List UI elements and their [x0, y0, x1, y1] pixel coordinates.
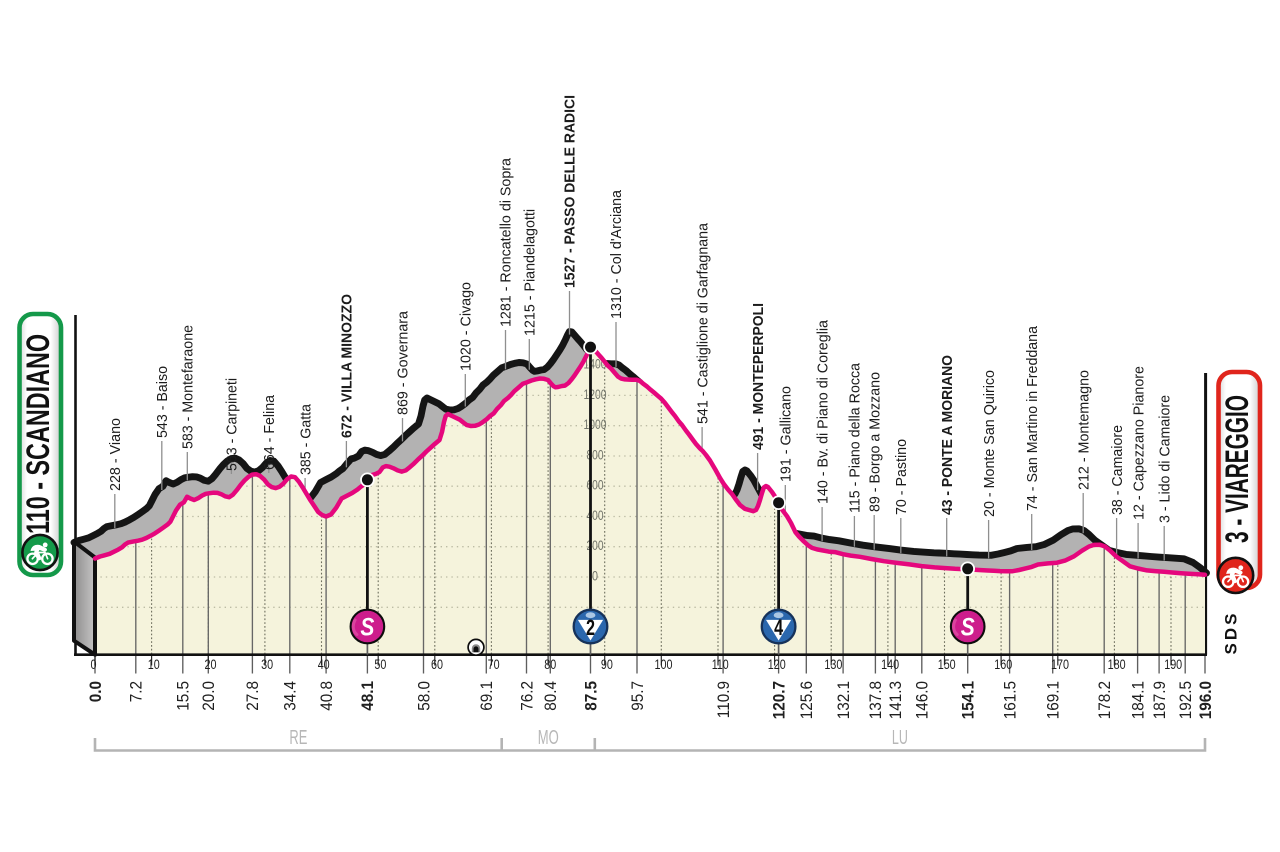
- svg-text:115 - Piano della Rocca: 115 - Piano della Rocca: [847, 362, 864, 513]
- svg-text:187.9: 187.9: [1150, 681, 1169, 719]
- svg-text:27.8: 27.8: [243, 681, 262, 711]
- svg-text:70: 70: [488, 657, 500, 672]
- svg-text:0: 0: [91, 657, 97, 672]
- svg-text:10: 10: [148, 657, 160, 672]
- svg-text:34.4: 34.4: [281, 681, 300, 711]
- svg-text:160: 160: [994, 657, 1012, 672]
- svg-text:543 - Baiso: 543 - Baiso: [154, 366, 171, 438]
- svg-text:1215 - Piandelagotti: 1215 - Piandelagotti: [522, 209, 539, 336]
- svg-text:95.7: 95.7: [628, 681, 647, 711]
- svg-text:87.5: 87.5: [581, 681, 600, 711]
- svg-text:20: 20: [205, 657, 217, 672]
- svg-text:89 - Borgo a Mozzano: 89 - Borgo a Mozzano: [866, 372, 883, 512]
- svg-text:385 - Gatta: 385 - Gatta: [297, 403, 314, 475]
- svg-text:212 - Montemagno: 212 - Montemagno: [1075, 370, 1092, 490]
- svg-text:563 - Carpineti: 563 - Carpineti: [224, 378, 241, 471]
- svg-text:150: 150: [938, 657, 956, 672]
- svg-text:672 - VILLA MINOZZO: 672 - VILLA MINOZZO: [339, 294, 356, 438]
- svg-text:184.1: 184.1: [1128, 681, 1147, 719]
- svg-text:1310 - Col d'Arciana: 1310 - Col d'Arciana: [608, 189, 625, 319]
- svg-text:76.2: 76.2: [517, 681, 536, 711]
- svg-text:SDS: SDS: [1222, 614, 1241, 655]
- svg-text:2: 2: [586, 615, 595, 640]
- svg-text:191 - Gallicano: 191 - Gallicano: [778, 386, 795, 482]
- svg-text:190: 190: [1164, 657, 1182, 672]
- svg-text:LU: LU: [892, 727, 908, 749]
- svg-text:110: 110: [712, 657, 729, 672]
- svg-text:583 - Montefaraone: 583 - Montefaraone: [180, 325, 197, 449]
- svg-text:12 - Capezzano Pianore: 12 - Capezzano Pianore: [1130, 366, 1147, 520]
- svg-text:40: 40: [318, 657, 330, 672]
- svg-text:0: 0: [592, 567, 598, 583]
- svg-text:RE: RE: [289, 727, 307, 749]
- svg-text:400: 400: [587, 507, 604, 523]
- svg-text:180: 180: [1108, 657, 1126, 672]
- svg-text:15.5: 15.5: [174, 681, 193, 711]
- svg-text:70 - Pastino: 70 - Pastino: [893, 439, 910, 515]
- svg-text:58.0: 58.0: [414, 681, 433, 711]
- svg-text:130: 130: [824, 657, 842, 672]
- svg-text:1020 - Civago: 1020 - Civago: [458, 282, 475, 371]
- svg-text:50: 50: [374, 657, 386, 672]
- svg-text:110 - SCANDIANO: 110 - SCANDIANO: [20, 334, 56, 534]
- svg-text:20.0: 20.0: [199, 681, 218, 711]
- svg-text:800: 800: [587, 446, 604, 462]
- svg-text:161.5: 161.5: [1000, 681, 1019, 719]
- svg-text:3 - Lido di Camaiore: 3 - Lido di Camaiore: [1156, 395, 1173, 523]
- svg-text:S: S: [961, 614, 975, 642]
- svg-text:38 - Camaiore: 38 - Camaiore: [1109, 425, 1126, 515]
- svg-text:60: 60: [431, 657, 443, 672]
- svg-text:192.5: 192.5: [1176, 681, 1195, 719]
- svg-text:80: 80: [544, 657, 556, 672]
- svg-text:141.3: 141.3: [886, 681, 905, 719]
- svg-text:600: 600: [587, 477, 604, 493]
- svg-text:S: S: [360, 614, 374, 642]
- svg-text:200: 200: [587, 537, 604, 553]
- svg-text:48.1: 48.1: [358, 681, 377, 711]
- svg-text:MO: MO: [538, 727, 559, 749]
- svg-text:140: 140: [881, 657, 899, 672]
- svg-text:170: 170: [1051, 657, 1069, 672]
- svg-text:125.6: 125.6: [797, 681, 816, 719]
- svg-text:4: 4: [774, 615, 783, 640]
- svg-text:0.0: 0.0: [86, 681, 105, 702]
- svg-text:196.0: 196.0: [1196, 681, 1215, 719]
- svg-text:869 - Governara: 869 - Governara: [395, 310, 412, 415]
- svg-text:228 - Viano: 228 - Viano: [107, 418, 124, 491]
- svg-text:40.8: 40.8: [317, 681, 336, 711]
- svg-text:90: 90: [601, 657, 613, 672]
- svg-text:137.8: 137.8: [866, 681, 885, 719]
- svg-text:69.1: 69.1: [477, 681, 496, 711]
- svg-text:1000: 1000: [584, 416, 607, 432]
- svg-text:132.1: 132.1: [834, 681, 853, 719]
- svg-text:1527 - PASSO DELLE RADICI: 1527 - PASSO DELLE RADICI: [562, 95, 579, 288]
- svg-text:80.4: 80.4: [541, 681, 560, 711]
- svg-text:20 - Monte San Quirico: 20 - Monte San Quirico: [981, 370, 998, 517]
- svg-text:100: 100: [655, 657, 673, 672]
- svg-text:120.7: 120.7: [769, 681, 788, 719]
- svg-text:120: 120: [768, 657, 786, 672]
- svg-text:491 - MONTEPERPOLI: 491 - MONTEPERPOLI: [750, 303, 767, 450]
- svg-text:30: 30: [261, 657, 273, 672]
- svg-text:664 - Felina: 664 - Felina: [261, 394, 278, 470]
- svg-text:3 - VIAREGGIO: 3 - VIAREGGIO: [1219, 395, 1255, 543]
- svg-text:110.9: 110.9: [714, 681, 733, 718]
- svg-text:43 - PONTE A MORIANO: 43 - PONTE A MORIANO: [939, 355, 956, 515]
- svg-text:146.0: 146.0: [913, 681, 932, 719]
- svg-text:1281 - Roncatello di Sopra: 1281 - Roncatello di Sopra: [498, 157, 515, 327]
- svg-text:7.2: 7.2: [127, 681, 146, 702]
- svg-text:140 - Bv. di Piano di Coreglia: 140 - Bv. di Piano di Coreglia: [814, 319, 831, 504]
- svg-text:74 - San Martino in Freddana: 74 - San Martino in Freddana: [1024, 325, 1041, 511]
- svg-text:169.1: 169.1: [1044, 681, 1063, 719]
- svg-text:1200: 1200: [584, 386, 607, 402]
- svg-text:154.1: 154.1: [959, 681, 978, 719]
- svg-text:178.2: 178.2: [1095, 681, 1114, 719]
- svg-text:541 - Castiglione di Garfagnan: 541 - Castiglione di Garfagnana: [694, 222, 711, 424]
